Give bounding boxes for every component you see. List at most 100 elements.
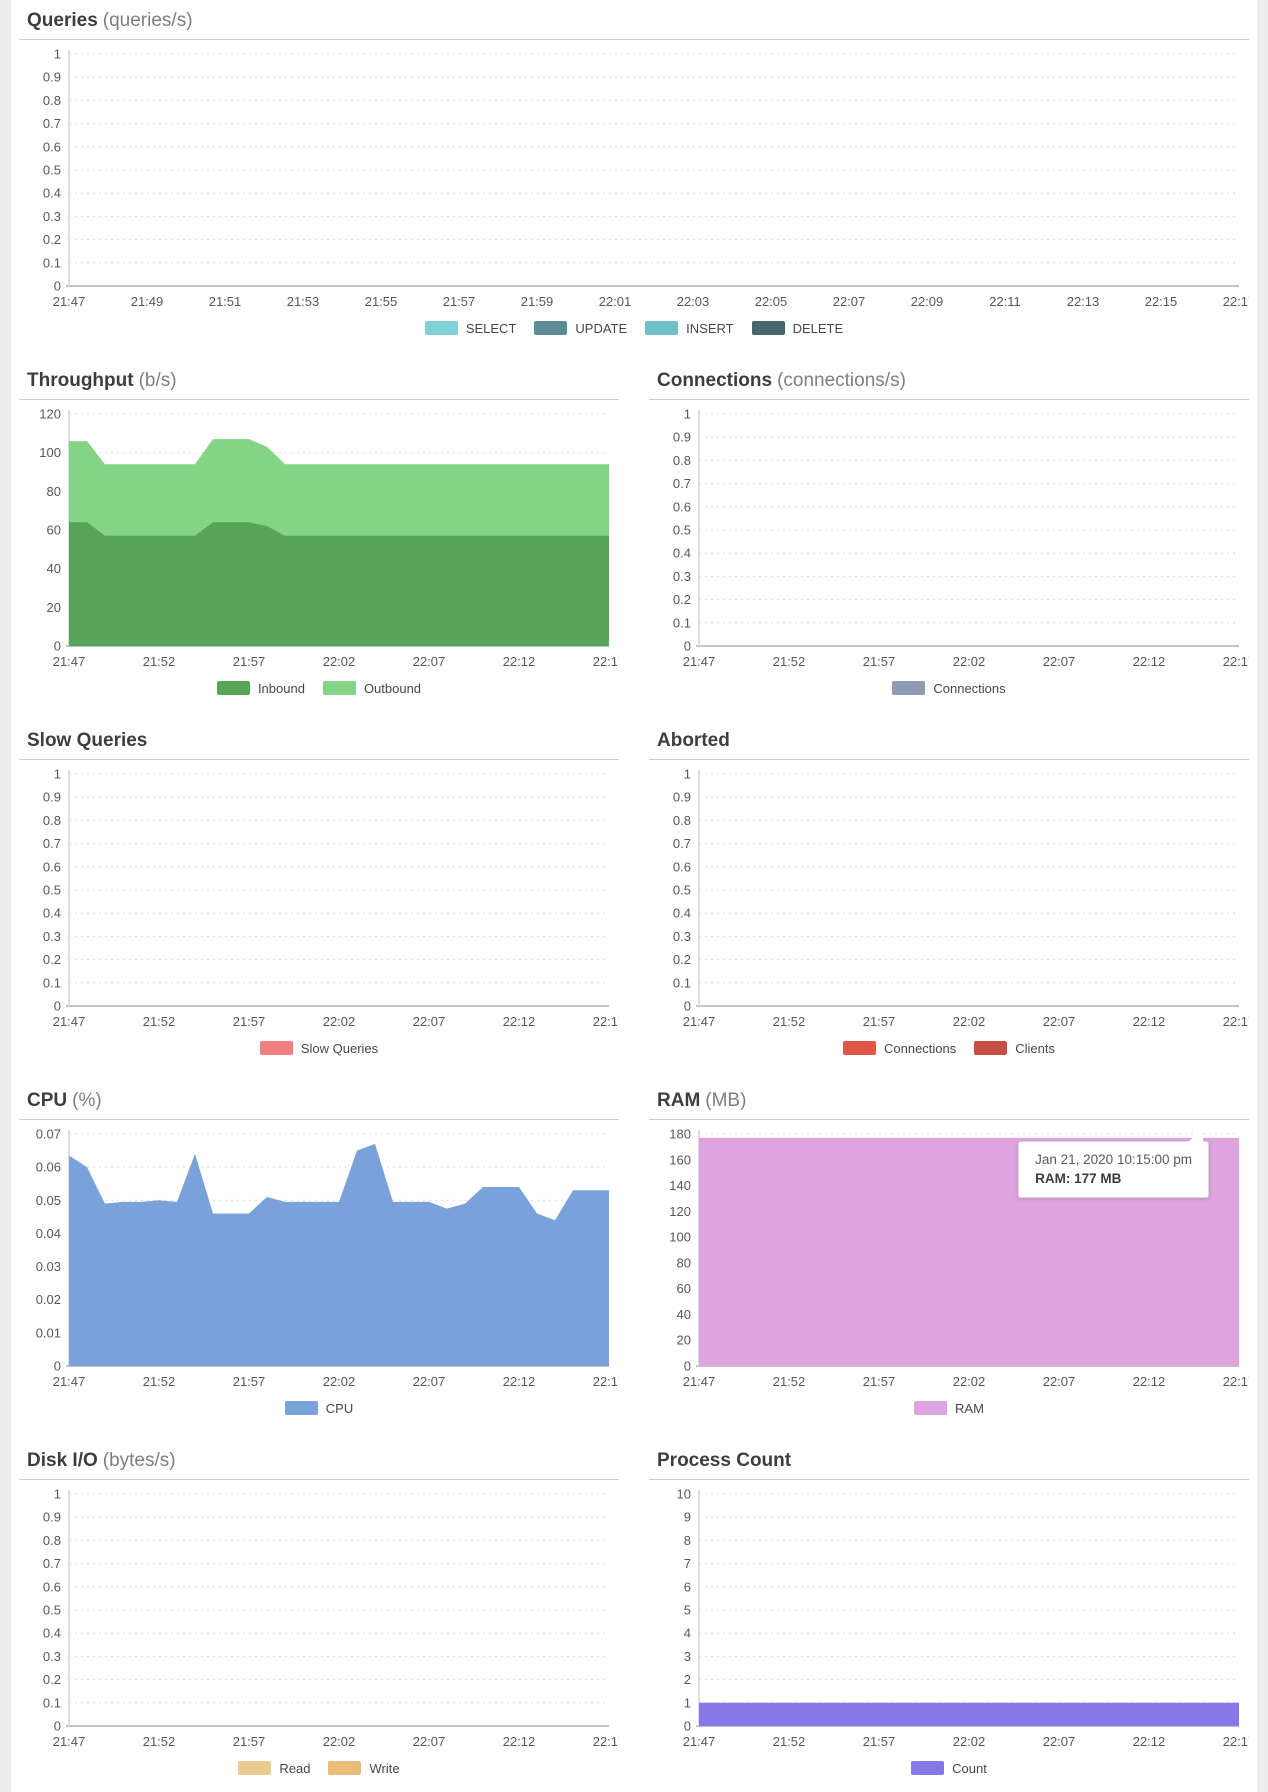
chart-title-slow-queries: Slow Queries: [19, 730, 619, 759]
svg-text:22:07: 22:07: [413, 1374, 446, 1389]
svg-text:21:47: 21:47: [683, 1014, 716, 1029]
cpu-chart[interactable]: 0.07 0.06 0.05 0.04 0.03 0.02 0.01 0 21:47 21:52 2…: [19, 1124, 619, 1396]
svg-text:22:02: 22:02: [323, 654, 356, 669]
svg-text:40: 40: [47, 561, 61, 576]
chart-subtitle-text: (b/s): [138, 370, 177, 391]
legend-item-slow-queries[interactable]: Slow Queries: [259, 1040, 379, 1056]
throughput-chart[interactable]: 120 100 80 60 40 20 0 21:47 21:52 21:57 22:02 22:07…: [19, 404, 619, 676]
svg-text:0.7: 0.7: [673, 836, 691, 851]
svg-text:0: 0: [684, 999, 691, 1014]
chart-title-text: Process Count: [657, 1450, 792, 1471]
row-slowqueries-aborted: Slow Queries 1 0.9 0.8 0.7 0.6 0.5 0.4 0.3 0.2 0.…: [19, 730, 1249, 1058]
queries-chart[interactable]: 1 0.9 0.8 0.7 0.6 0.5 0.4 0.3 0.2 0.1 0 21:47 21:49 2…: [19, 44, 1249, 316]
svg-text:22:07: 22:07: [1043, 654, 1076, 669]
svg-text:21:57: 21:57: [233, 654, 266, 669]
legend-swatch: [892, 681, 926, 695]
svg-text:20: 20: [47, 600, 61, 615]
svg-text:21:47: 21:47: [53, 1014, 86, 1029]
aborted-chart[interactable]: 1 0.9 0.8 0.7 0.6 0.5 0.4 0.3 0.2 0.1 0 21:47 21:52 2…: [649, 764, 1249, 1036]
legend-swatch: [424, 321, 458, 335]
svg-text:22:07: 22:07: [1043, 1014, 1076, 1029]
process-count-chart[interactable]: 10 9 8 7 6 5 4 3 2 1 0 21:47 21:52 21:57 22:02 22:07 22:…: [649, 1484, 1249, 1756]
row-throughput-connections: Throughput (b/s) 120 100 80 60 40 20 0 21:47 21:5…: [19, 370, 1249, 698]
legend-swatch: [259, 1041, 293, 1055]
svg-text:4: 4: [684, 1626, 691, 1641]
legend-label: Write: [369, 1760, 400, 1776]
tooltip-date: Jan 21, 2020 10:15:00 pm: [1035, 1152, 1192, 1167]
legend-item-clients[interactable]: Clients: [974, 1041, 1055, 1056]
legend-swatch: [216, 681, 250, 695]
svg-text:21:57: 21:57: [233, 1734, 266, 1749]
ram-chart[interactable]: 180 160 140 120 100 80 60 40 20 0 21:47 21:52 21:57 2…: [649, 1124, 1249, 1396]
title-divider: [649, 399, 1249, 400]
legend-item-connections[interactable]: Connections: [892, 680, 1006, 696]
queries-plot: 1 0.9 0.8 0.7 0.6 0.5 0.4 0.3 0.2 0.1 021:47 21:49 2…: [43, 47, 1249, 310]
panel-queries: Queries (queries/s) 1 0.9 0.8 0.7 0.6 0.5 0.4 0.…: [19, 10, 1249, 338]
svg-text:0.8: 0.8: [673, 813, 691, 828]
svg-text:22:02: 22:02: [323, 1374, 356, 1389]
svg-text:0.7: 0.7: [673, 476, 691, 491]
legend-item-outbound[interactable]: Outbound: [322, 681, 421, 696]
legend-swatch: [645, 321, 679, 335]
panel-cpu: CPU (%) 0.07 0.06 0.05 0.04 0.03 0.02 0.01 0 21:4…: [19, 1090, 619, 1418]
svg-text:22:15: 22:15: [1145, 294, 1178, 309]
svg-text:0.2: 0.2: [43, 232, 61, 247]
legend-item-cpu[interactable]: CPU: [284, 1401, 353, 1416]
legend-item-ram[interactable]: RAM: [914, 1401, 984, 1416]
svg-text:21:47: 21:47: [683, 1734, 716, 1749]
chart-title-text: CPU: [27, 1090, 68, 1111]
legend-item-connections[interactable]: Connections: [842, 1040, 957, 1056]
chart-subtitle-text: (queries/s): [102, 10, 193, 31]
chart-subtitle-text: (%): [72, 1090, 102, 1111]
legend-item-insert[interactable]: INSERT: [645, 321, 734, 336]
svg-text:0.5: 0.5: [43, 883, 61, 898]
chart-subtitle-text: (MB): [705, 1090, 747, 1111]
svg-text:60: 60: [677, 1281, 691, 1296]
chart-title-text: Disk I/O: [27, 1450, 98, 1471]
disk-io-chart[interactable]: 1 0.9 0.8 0.7 0.6 0.5 0.4 0.3 0.2 0.1 0 21:47 21:52 2…: [19, 1484, 619, 1756]
legend-label: Connections: [883, 1040, 957, 1056]
legend-item-count[interactable]: Count: [911, 1761, 987, 1776]
slow-queries-chart[interactable]: 1 0.9 0.8 0.7 0.6 0.5 0.4 0.3 0.2 0.1 0 21:47 21:52 2…: [19, 764, 619, 1036]
connections-chart[interactable]: 1 0.9 0.8 0.7 0.6 0.5 0.4 0.3 0.2 0.1 0 21:47 21:52 2…: [649, 404, 1249, 676]
legend-item-update[interactable]: UPDATE: [534, 321, 627, 336]
svg-text:22:13: 22:13: [1067, 294, 1100, 309]
legend-label: Slow Queries: [300, 1040, 379, 1056]
legend-item-read[interactable]: Read: [238, 1761, 310, 1776]
title-divider: [19, 1119, 619, 1120]
svg-text:21:51: 21:51: [209, 294, 242, 309]
chart-title-connections: Connections (connections/s): [649, 370, 1249, 399]
legend-item-delete[interactable]: DELETE: [751, 321, 843, 336]
svg-text:0.05: 0.05: [36, 1193, 61, 1208]
svg-text:180: 180: [669, 1127, 691, 1142]
svg-text:0: 0: [54, 1359, 61, 1374]
svg-text:1: 1: [684, 1695, 691, 1710]
svg-text:120: 120: [669, 1204, 691, 1219]
svg-text:0.3: 0.3: [673, 569, 691, 584]
svg-text:21:52: 21:52: [143, 654, 176, 669]
chart-subtitle-text: (connections/s): [777, 370, 906, 391]
chart-title-text: Slow Queries: [27, 730, 148, 751]
legend-label: RAM: [955, 1400, 984, 1416]
svg-text:22:07: 22:07: [833, 294, 866, 309]
svg-text:22:17: 22:17: [593, 1734, 619, 1749]
legend-label: SELECT: [465, 320, 517, 336]
svg-text:0.9: 0.9: [43, 790, 61, 805]
panel-throughput: Throughput (b/s) 120 100 80 60 40 20 0 21:47 21:5…: [19, 370, 619, 698]
svg-text:22:17: 22:17: [1223, 1374, 1249, 1389]
svg-text:21:47: 21:47: [53, 1734, 86, 1749]
legend-label: Connections: [933, 680, 1006, 696]
legend-swatch: [751, 321, 785, 335]
legend-item-inbound[interactable]: Inbound: [216, 681, 305, 696]
svg-text:0.3: 0.3: [43, 209, 61, 224]
svg-text:22:01: 22:01: [599, 294, 632, 309]
svg-text:22:07: 22:07: [413, 1734, 446, 1749]
legend-item-select[interactable]: SELECT: [424, 320, 517, 336]
svg-text:0.8: 0.8: [43, 813, 61, 828]
svg-text:0.7: 0.7: [43, 836, 61, 851]
svg-text:22:12: 22:12: [503, 1374, 536, 1389]
svg-text:21:57: 21:57: [863, 1734, 896, 1749]
legend-item-write[interactable]: Write: [328, 1760, 400, 1776]
svg-text:0.4: 0.4: [43, 906, 61, 921]
